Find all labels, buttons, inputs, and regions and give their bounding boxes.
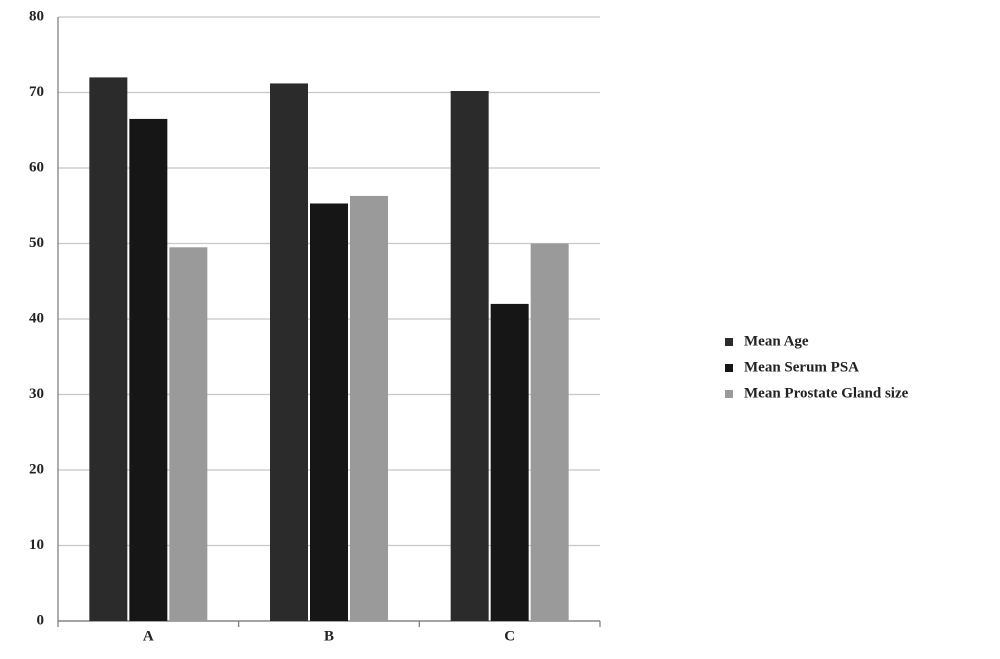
bar	[310, 203, 348, 622]
bar	[350, 195, 388, 621]
y-tick-label: 50	[29, 235, 44, 251]
legend-label: Mean Prostate Gland size	[744, 385, 909, 401]
bar	[89, 77, 128, 621]
bar	[530, 243, 569, 621]
x-tick-label: C	[504, 628, 515, 644]
bar	[270, 83, 308, 621]
y-tick-label: 40	[29, 310, 44, 326]
legend-label: Mean Serum PSA	[744, 359, 859, 375]
bar	[490, 303, 529, 621]
legend-swatch	[725, 390, 733, 398]
y-tick-label: 30	[29, 386, 44, 402]
x-tick-label: B	[324, 628, 334, 644]
y-tick-label: 0	[37, 612, 45, 628]
bar	[129, 118, 168, 622]
y-tick-label: 80	[29, 8, 44, 24]
y-tick-label: 70	[29, 84, 44, 100]
legend-swatch	[725, 338, 733, 346]
x-tick-label: A	[143, 628, 154, 644]
y-tick-label: 10	[29, 537, 44, 553]
legend-swatch	[725, 364, 733, 372]
bar	[169, 247, 208, 621]
y-tick-label: 60	[29, 159, 44, 175]
legend-label: Mean Age	[744, 333, 809, 349]
y-tick-label: 20	[29, 461, 44, 477]
bar	[450, 90, 489, 622]
